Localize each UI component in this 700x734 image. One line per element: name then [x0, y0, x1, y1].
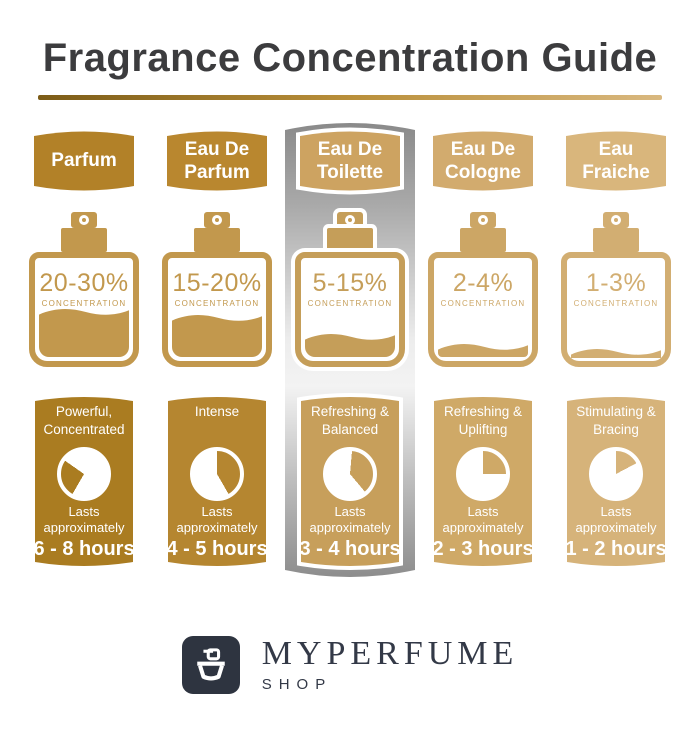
category-label: Eau De Toilette — [316, 138, 384, 183]
category-label: Eau De Cologne — [445, 138, 521, 183]
header-shape — [566, 131, 666, 191]
liquid-fill — [438, 341, 528, 357]
sprayer-nozzle-icon — [603, 212, 629, 228]
sprayer-neck — [194, 228, 240, 252]
column-eau-de-toilette: Eau De Toilette 5-15% CONCENTRATION Refr… — [291, 124, 409, 573]
lasts-label: Lasts approximately — [309, 503, 391, 535]
concentration-label: CONCENTRATION — [41, 299, 127, 308]
bottle-icon: 15-20% CONCENTRATION — [162, 252, 272, 367]
category-header: Eau De Parfum — [162, 124, 272, 198]
sprayer-neck — [61, 228, 107, 252]
sprayer-nozzle-icon — [71, 212, 97, 228]
clock-icon — [589, 447, 643, 501]
category-header: Parfum — [29, 124, 139, 198]
concentration-label: CONCENTRATION — [174, 299, 260, 308]
nozzle-dot — [611, 215, 621, 225]
concentration-value: 15-20% — [172, 269, 262, 297]
scent-description: Powerful, Concentrated — [43, 404, 125, 437]
concentration-value: 20-30% — [39, 269, 129, 297]
duration-value: 2 - 3 hours — [432, 538, 534, 560]
brand-footer: MYPERFUME SHOP — [0, 636, 700, 694]
duration-value: 4 - 5 hours — [166, 538, 268, 560]
clock-icon — [190, 447, 244, 501]
scent-description: Refreshing & Balanced — [310, 404, 390, 437]
duration-value: 1 - 2 hours — [565, 538, 667, 560]
header-shape — [167, 131, 267, 191]
sprayer-neck — [460, 228, 506, 252]
header-shape — [433, 131, 533, 191]
brand-logo — [181, 636, 240, 694]
clock-icon — [57, 447, 111, 501]
category-label: Parfum — [51, 150, 117, 172]
nozzle-dot — [79, 215, 89, 225]
lasts-label: Lasts approximately — [176, 503, 258, 535]
category-label: Eau Fraiche — [582, 138, 650, 183]
duration-value: 3 - 4 hours — [299, 538, 401, 560]
bottle-icon: 2-4% CONCENTRATION — [428, 252, 538, 367]
sprayer-neck — [593, 228, 639, 252]
concentration-value: 5-15% — [312, 269, 388, 297]
column-eau-de-cologne: Eau De Cologne 2-4% CONCENTRATION Refres… — [424, 124, 542, 573]
liquid-wave — [172, 314, 262, 324]
liquid-wave — [305, 334, 395, 344]
info-card: Refreshing & Uplifting Lasts approximate… — [428, 390, 538, 573]
info-card: Intense Lasts approximately 4 - 5 hours — [162, 390, 272, 573]
scent-description: Refreshing & Uplifting — [443, 404, 523, 437]
column-parfum: Parfum 20-30% CONCENTRATION Powerful, Co… — [25, 124, 143, 573]
liquid-wave — [571, 348, 661, 358]
header-shape — [296, 127, 404, 195]
liquid-fill — [305, 331, 395, 357]
lasts-label: Lasts approximately — [442, 503, 524, 535]
category-columns: Parfum 20-30% CONCENTRATION Powerful, Co… — [0, 124, 700, 573]
brand-subtitle: SHOP — [261, 676, 333, 693]
column-eau-de-parfum: Eau De Parfum 15-20% CONCENTRATION Inten… — [158, 124, 276, 573]
column-eau-fraiche: Eau Fraiche 1-3% CONCENTRATION Stimulati… — [557, 124, 675, 573]
bottle-icon: 5-15% CONCENTRATION — [295, 252, 405, 367]
perfume-bottle-icon — [196, 648, 225, 681]
info-card: Refreshing & Balanced Lasts approximatel… — [295, 390, 405, 573]
concentration-label: CONCENTRATION — [307, 299, 393, 308]
liquid-fill — [571, 346, 661, 358]
duration-value: 6 - 8 hours — [33, 538, 135, 560]
concentration-value: 2-4% — [452, 269, 514, 297]
category-label: Eau De Parfum — [184, 138, 250, 183]
lasts-label: Lasts approximately — [575, 503, 657, 535]
liquid-wave — [438, 343, 528, 353]
scent-description: Intense — [194, 404, 240, 419]
clock-icon — [456, 447, 510, 501]
liquid-fill — [39, 306, 129, 357]
category-header: Eau De Cologne — [428, 124, 538, 198]
sprayer-neck — [327, 228, 373, 252]
category-header: Eau Fraiche — [561, 124, 671, 198]
lasts-label: Lasts approximately — [43, 503, 125, 535]
category-header: Eau De Toilette — [295, 124, 405, 198]
bottle-icon: 20-30% CONCENTRATION — [29, 252, 139, 367]
concentration-value: 1-3% — [585, 269, 647, 297]
brand-name: MYPERFUME — [261, 635, 519, 672]
nozzle-dot — [478, 215, 488, 225]
liquid-wave — [39, 308, 129, 318]
header-shape — [34, 131, 134, 191]
info-card: Stimulating & Bracing Lasts approximatel… — [561, 390, 671, 573]
scent-description: Stimulating & Bracing — [576, 404, 656, 437]
infographic-stage: Parfum 20-30% CONCENTRATION Powerful, Co… — [0, 100, 700, 586]
concentration-label: CONCENTRATION — [440, 299, 526, 308]
nozzle-dot — [345, 215, 355, 225]
sprayer-nozzle-icon — [204, 212, 230, 228]
concentration-label: CONCENTRATION — [573, 299, 659, 308]
info-card: Powerful, Concentrated Lasts approximate… — [29, 390, 139, 573]
liquid-fill — [172, 312, 262, 357]
sprayer-nozzle-icon — [337, 212, 363, 228]
nozzle-dot — [212, 215, 222, 225]
page-title: Fragrance Concentration Guide — [42, 36, 658, 80]
sprayer-nozzle-icon — [470, 212, 496, 228]
bottle-icon: 1-3% CONCENTRATION — [561, 252, 671, 367]
clock-icon — [323, 447, 377, 501]
title-underline — [38, 95, 662, 100]
